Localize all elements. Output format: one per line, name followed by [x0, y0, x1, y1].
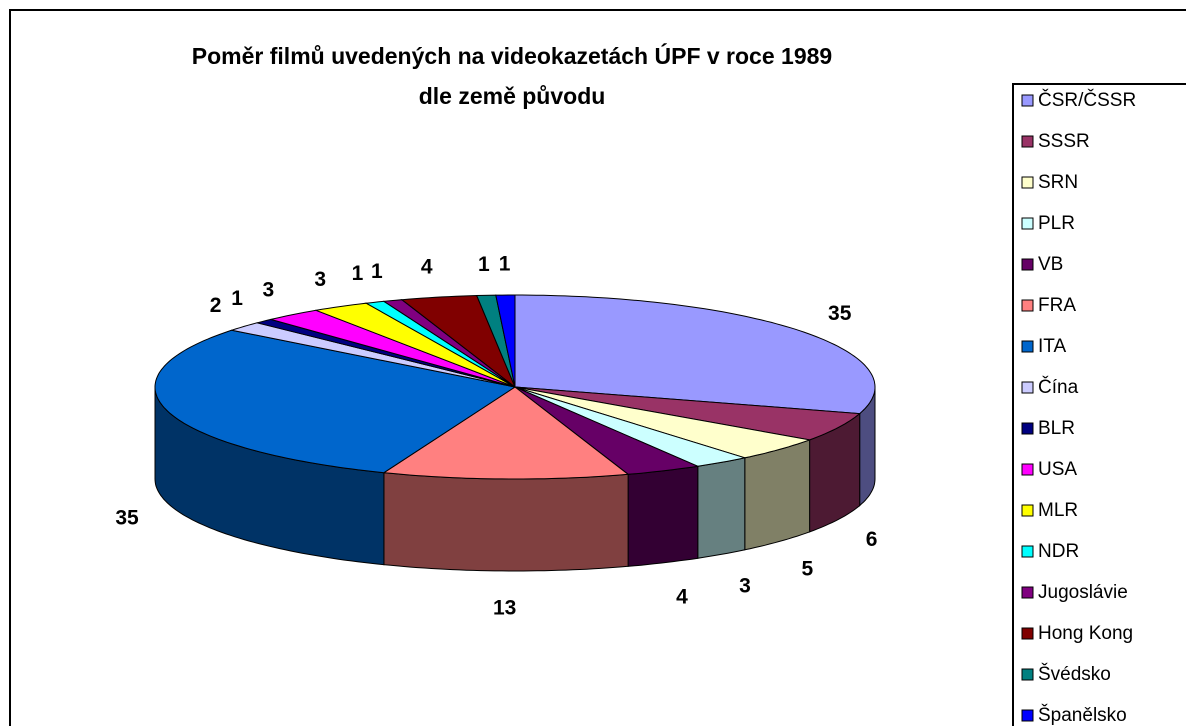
- legend-swatch: [1021, 299, 1034, 312]
- data-label: 1: [352, 262, 364, 285]
- pie-slice: [314, 302, 516, 388]
- pie-slice: [270, 309, 516, 388]
- legend-label: BLR: [1038, 418, 1075, 439]
- legend-label: Španělsko: [1038, 704, 1127, 726]
- legend-swatch: [1021, 709, 1034, 722]
- pie-side: [744, 439, 811, 551]
- chart-title: dle země původu: [419, 83, 606, 109]
- chart-title: Poměr filmů uvedených na videokazetách Ú…: [192, 42, 832, 69]
- pie-slice: [229, 322, 516, 388]
- data-label: 35: [828, 302, 852, 325]
- pie-side: [627, 465, 699, 567]
- data-label: 2: [210, 294, 222, 317]
- legend-label: Švédsko: [1038, 663, 1111, 685]
- legend-label: MLR: [1038, 500, 1078, 521]
- legend-label: SSSR: [1038, 131, 1090, 152]
- data-label: 1: [478, 253, 490, 276]
- pie-slice: [514, 386, 862, 441]
- legend-label: Čína: [1038, 376, 1079, 398]
- data-label: 3: [314, 268, 326, 291]
- legend-label: Hong Kong: [1038, 623, 1133, 644]
- pie-slice: [382, 386, 630, 480]
- legend-label: USA: [1038, 459, 1077, 480]
- legend-swatch: [1021, 135, 1034, 148]
- legend-swatch: [1021, 627, 1034, 640]
- legend-label: SRN: [1038, 172, 1078, 193]
- data-label: 4: [421, 255, 433, 278]
- legend-box: [1012, 83, 1186, 726]
- legend-label: FRA: [1038, 295, 1076, 316]
- legend-label: PLR: [1038, 213, 1075, 234]
- legend-label: Jugoslávie: [1038, 582, 1128, 603]
- legend-swatch: [1021, 545, 1034, 558]
- pie-slice: [514, 386, 700, 475]
- legend-swatch: [1021, 422, 1034, 435]
- legend-label: VB: [1038, 254, 1063, 275]
- data-label: 1: [231, 287, 243, 310]
- legend-label: ITA: [1038, 336, 1066, 357]
- legend-swatch: [1021, 258, 1034, 271]
- pie-slice: [514, 386, 747, 467]
- data-label: 1: [499, 253, 511, 276]
- legend-swatch: [1021, 668, 1034, 681]
- data-label: 1: [371, 260, 383, 283]
- data-label: 13: [493, 597, 516, 620]
- legend-swatch: [1021, 176, 1034, 189]
- legend-swatch: [1021, 381, 1034, 394]
- legend-label: NDR: [1038, 541, 1079, 562]
- pie-side: [383, 472, 629, 572]
- data-label: 3: [739, 574, 751, 597]
- legend-label: ČSR/ČSSR: [1038, 89, 1136, 111]
- legend-swatch: [1021, 586, 1034, 599]
- data-label: 4: [676, 586, 688, 609]
- pie-slice: [154, 329, 517, 474]
- legend-swatch: [1021, 463, 1034, 476]
- data-label: 3: [262, 279, 274, 302]
- pie-side: [697, 457, 746, 559]
- pie-slice: [514, 386, 812, 459]
- pie-slice: [400, 294, 517, 389]
- pie-slice: [495, 294, 516, 388]
- data-label: 5: [802, 557, 814, 580]
- legend-swatch: [1021, 340, 1034, 353]
- legend-swatch: [1021, 504, 1034, 517]
- data-label: 6: [866, 528, 878, 551]
- legend-swatch: [1021, 217, 1034, 230]
- legend-swatch: [1021, 94, 1034, 107]
- data-label: 35: [115, 507, 139, 530]
- pie-slice: [514, 294, 876, 415]
